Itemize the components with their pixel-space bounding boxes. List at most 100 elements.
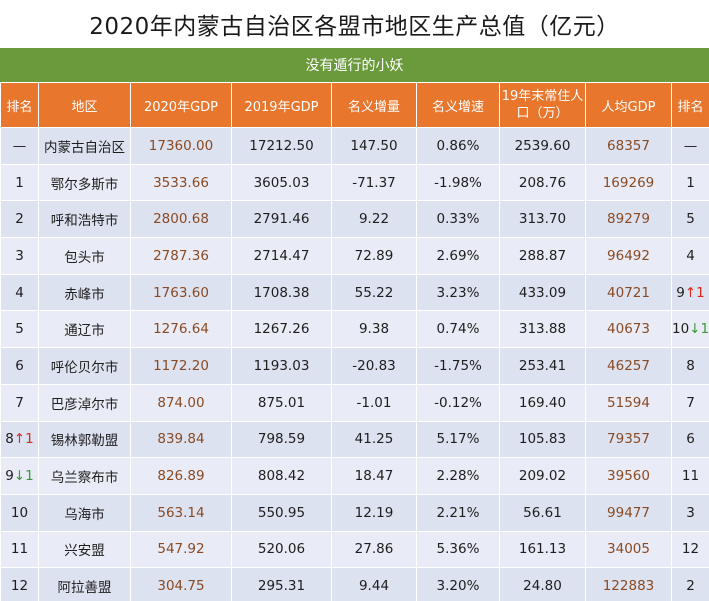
nominal-increase-cell-value: 12.19 (354, 504, 394, 521)
gdp-2020-cell: 17360.00 (130, 127, 232, 165)
nominal-growth-cell-value: -1.75% (434, 357, 482, 374)
rank-cell: 12 (0, 567, 39, 601)
header-nominal-increase: 名义增量 (331, 82, 417, 128)
region-cell: 呼伦贝尔市 (38, 347, 131, 385)
rank-up-arrow-icon: ↑1 (13, 431, 34, 448)
gdp-2019-cell-value: 875.01 (257, 394, 306, 411)
gdp-2020-cell-value: 3533.66 (153, 174, 209, 191)
rank-cell: — (0, 127, 39, 165)
per-capita-gdp-cell: 46257 (585, 347, 672, 385)
per-capita-rank-cell-value: 12 (681, 541, 700, 558)
region-cell-value: 包头市 (64, 249, 105, 266)
table-row: 9↓1 乌兰察布市 826.89 808.42 18.47 2.28% 209.02 3956… (0, 457, 709, 495)
per-capita-rank-cell: — (671, 127, 709, 165)
region-cell-value: 兴安盟 (64, 543, 105, 560)
nominal-growth-cell: -0.12% (416, 383, 500, 422)
population-cell-value: 288.87 (518, 247, 567, 264)
per-capita-gdp-cell: 169269 (585, 163, 672, 202)
per-capita-gdp-cell: 99477 (585, 493, 672, 532)
gdp-2020-cell-value: 839.84 (157, 431, 205, 448)
nominal-increase-cell: -1.01 (331, 383, 417, 422)
nominal-growth-cell-value: 5.36% (436, 541, 480, 558)
gdp-2020-cell-value: 2787.36 (153, 247, 209, 264)
header-nominal-growth: 名义增速 (416, 82, 500, 128)
region-cell: 巴彦淖尔市 (38, 383, 131, 422)
nominal-growth-cell: 3.20% (416, 567, 500, 601)
gdp-2020-cell: 2787.36 (130, 237, 232, 275)
per-capita-rank-cell-value: 6 (686, 431, 695, 448)
page-title: 2020年内蒙古自治区各盟市地区生产总值（亿元） (0, 0, 709, 48)
region-cell: 乌兰察布市 (38, 457, 131, 495)
header-gdp-2020: 2020年GDP (130, 82, 232, 128)
population-cell: 313.88 (499, 310, 586, 349)
population-cell: 161.13 (499, 530, 586, 569)
per-capita-rank-cell-value: 10 (672, 321, 690, 338)
rank-cell: 11 (0, 530, 39, 569)
region-cell: 锡林郭勒盟 (38, 420, 131, 459)
rank-cell: 7 (0, 383, 39, 422)
per-capita-rank-cell-value: 3 (686, 504, 695, 521)
population-cell: 253.41 (499, 347, 586, 385)
population-cell-value: 253.41 (518, 357, 567, 374)
gdp-2019-cell-value: 798.59 (257, 431, 306, 448)
per-capita-rank-cell: 10↓1 (671, 310, 709, 349)
region-cell-value: 呼和浩特市 (50, 213, 119, 230)
table-row: 6 呼伦贝尔市 1172.20 1193.03 -20.83 -1.75% 253.41 46… (0, 347, 709, 385)
per-capita-gdp-cell-value: 79357 (607, 431, 650, 448)
nominal-increase-cell: 55.22 (331, 273, 417, 312)
population-cell: 105.83 (499, 420, 586, 459)
table-row: 10 乌海市 563.14 550.95 12.19 2.21% 56.61 99477 3 (0, 493, 709, 532)
population-cell: 313.70 (499, 200, 586, 239)
per-capita-rank-cell: 7 (671, 383, 709, 422)
region-cell-value: 内蒙古自治区 (44, 139, 125, 156)
per-capita-rank-cell-value: 2 (686, 578, 695, 595)
region-cell: 兴安盟 (38, 530, 131, 569)
rank-cell-value: 4 (15, 284, 24, 301)
population-cell: 208.76 (499, 163, 586, 202)
gdp-2019-cell-value: 17212.50 (249, 137, 314, 154)
nominal-growth-cell: 3.23% (416, 273, 500, 312)
nominal-increase-cell-value: 9.44 (358, 578, 390, 595)
nominal-growth-cell-value: 2.21% (436, 504, 480, 521)
table-row: 2 呼和浩特市 2800.68 2791.46 9.22 0.33% 313.70 89279… (0, 200, 709, 239)
population-cell-value: 209.02 (518, 468, 567, 485)
per-capita-gdp-cell-value: 51594 (607, 394, 650, 411)
region-cell: 通辽市 (38, 310, 131, 349)
gdp-2020-cell: 304.75 (130, 567, 232, 601)
table-row: — 内蒙古自治区 17360.00 17212.50 147.50 0.86% 2539.6… (0, 127, 709, 165)
nominal-increase-cell: 41.25 (331, 420, 417, 459)
rank-cell-value: 10 (10, 504, 29, 521)
gdp-2019-cell: 520.06 (231, 530, 332, 569)
region-cell: 鄂尔多斯市 (38, 163, 131, 202)
per-capita-rank-cell-value: 5 (686, 211, 695, 228)
nominal-growth-cell: 0.74% (416, 310, 500, 349)
per-capita-rank-cell: 5 (671, 200, 709, 239)
region-cell-value: 鄂尔多斯市 (50, 176, 119, 193)
gdp-2020-cell: 1276.64 (130, 310, 232, 349)
gdp-2020-cell: 1172.20 (130, 347, 232, 385)
nominal-growth-cell-value: 3.20% (436, 578, 480, 595)
rank-cell-value: 3 (15, 247, 24, 264)
gdp-2019-cell: 1708.38 (231, 273, 332, 312)
nominal-growth-cell: 0.86% (416, 127, 500, 165)
per-capita-gdp-cell: 79357 (585, 420, 672, 459)
per-capita-gdp-cell: 40673 (585, 310, 672, 349)
nominal-increase-cell-value: -20.83 (352, 357, 396, 374)
gdp-2020-cell-value: 547.92 (157, 541, 205, 558)
gdp-table: 排名 地区 2020年GDP 2019年GDP 名义增量 名义增速 19年末常住… (0, 82, 709, 601)
gdp-2020-cell: 3533.66 (130, 163, 232, 202)
gdp-2020-cell-value: 304.75 (157, 578, 205, 595)
population-cell-value: 24.80 (523, 578, 562, 595)
gdp-2020-cell: 1763.60 (130, 273, 232, 312)
gdp-2019-cell: 1267.26 (231, 310, 332, 349)
per-capita-rank-cell: 8 (671, 347, 709, 385)
population-cell-value: 161.13 (518, 541, 567, 558)
region-cell: 赤峰市 (38, 273, 131, 312)
nominal-increase-cell: 72.89 (331, 237, 417, 275)
per-capita-gdp-cell: 68357 (585, 127, 672, 165)
population-cell-value: 169.40 (518, 394, 567, 411)
per-capita-rank-cell-value: 4 (686, 247, 695, 264)
nominal-increase-cell: -71.37 (331, 163, 417, 202)
nominal-increase-cell-value: 72.89 (354, 247, 394, 264)
nominal-increase-cell-value: 9.38 (358, 321, 390, 338)
